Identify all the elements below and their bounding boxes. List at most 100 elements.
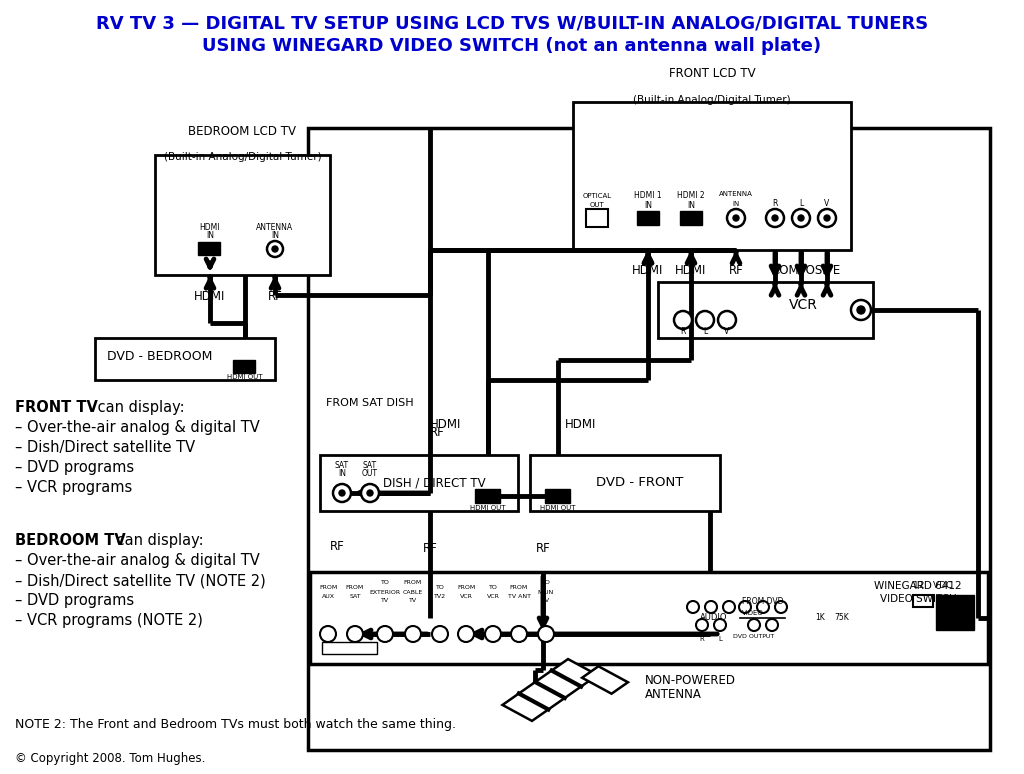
Text: OPTICAL: OPTICAL (583, 193, 611, 199)
Circle shape (674, 311, 692, 329)
Circle shape (696, 619, 708, 631)
Text: TV ANT: TV ANT (508, 594, 530, 599)
Text: FROM: FROM (457, 585, 475, 590)
Text: NON-POWERED: NON-POWERED (645, 673, 736, 687)
Text: COMPOSITE: COMPOSITE (771, 263, 841, 276)
Circle shape (511, 626, 527, 642)
Circle shape (798, 215, 804, 221)
Text: HDMI OUT: HDMI OUT (227, 374, 263, 380)
Circle shape (432, 626, 449, 642)
Circle shape (772, 215, 778, 221)
Text: VIDEO: VIDEO (742, 610, 764, 616)
Bar (233, 360, 255, 373)
Circle shape (766, 619, 778, 631)
Bar (573, 102, 851, 250)
Circle shape (857, 306, 865, 314)
Text: MAIN: MAIN (538, 590, 554, 594)
Text: RV TV 3 — DIGITAL TV SETUP USING LCD TVS W/BUILT-IN ANALOG/DIGITAL TUNERS: RV TV 3 — DIGITAL TV SETUP USING LCD TVS… (96, 14, 928, 32)
Text: (Built-in Analog/Digital Tumer): (Built-in Analog/Digital Tumer) (164, 152, 322, 162)
Circle shape (485, 626, 501, 642)
Text: 75K: 75K (835, 614, 849, 622)
Circle shape (748, 619, 760, 631)
Text: L: L (718, 636, 722, 642)
Text: RF: RF (330, 540, 345, 553)
Text: BEDROOM TV: BEDROOM TV (15, 533, 126, 548)
Polygon shape (582, 666, 628, 694)
Circle shape (766, 209, 784, 227)
Bar (913, 595, 933, 607)
Text: – DVD programs: – DVD programs (15, 460, 134, 475)
Text: IN: IN (644, 200, 652, 210)
Text: can display:: can display: (112, 533, 204, 548)
Text: DVD OUTPUT: DVD OUTPUT (733, 633, 774, 639)
Text: RF: RF (536, 542, 550, 554)
Text: – Over-the-air analog & digital TV: – Over-the-air analog & digital TV (15, 553, 260, 568)
Circle shape (377, 626, 393, 642)
Text: IN: IN (206, 231, 214, 239)
Circle shape (792, 209, 810, 227)
Circle shape (458, 626, 474, 642)
Text: ANTENNA: ANTENNA (256, 222, 294, 231)
Text: RF: RF (430, 426, 444, 439)
Text: 1K: 1K (815, 614, 825, 622)
Bar (680, 211, 702, 225)
Text: TV: TV (409, 598, 417, 604)
Text: 12   VDC: 12 VDC (913, 581, 952, 591)
Text: TV: TV (542, 598, 550, 604)
Circle shape (824, 215, 830, 221)
Circle shape (367, 490, 373, 496)
Text: HDMI: HDMI (195, 290, 225, 303)
Circle shape (718, 311, 736, 329)
Text: HDMI 2: HDMI 2 (677, 191, 705, 200)
Bar (530, 455, 720, 511)
Text: FROM SAT DISH: FROM SAT DISH (326, 398, 414, 408)
Text: AUX: AUX (322, 594, 335, 599)
Bar (637, 211, 659, 225)
Circle shape (714, 619, 726, 631)
Text: WINEGARD 6412: WINEGARD 6412 (874, 581, 962, 591)
Text: R: R (772, 200, 777, 208)
Text: ANTENNA: ANTENNA (645, 689, 701, 701)
Text: VCR: VCR (460, 594, 472, 599)
Circle shape (705, 601, 717, 613)
Bar (658, 282, 873, 338)
Circle shape (339, 490, 345, 496)
Bar (475, 489, 500, 503)
Text: DISH / DIRECT TV: DISH / DIRECT TV (383, 477, 485, 489)
Text: TO: TO (381, 580, 389, 585)
Bar (308, 128, 990, 750)
Circle shape (538, 626, 554, 642)
Text: HDMI: HDMI (200, 222, 220, 231)
Text: OUT: OUT (362, 470, 378, 478)
Bar (155, 155, 330, 275)
Text: IN: IN (687, 200, 695, 210)
Text: RF: RF (267, 290, 283, 303)
Text: VCR: VCR (788, 298, 817, 312)
Text: CABLE: CABLE (402, 590, 423, 594)
Text: L: L (702, 327, 708, 335)
Text: FROM: FROM (403, 580, 422, 585)
Text: RF: RF (423, 542, 437, 554)
Circle shape (406, 626, 421, 642)
Text: IN: IN (732, 201, 739, 207)
Circle shape (757, 601, 769, 613)
Text: HDMI: HDMI (675, 263, 707, 276)
Text: IN: IN (271, 231, 279, 241)
Text: RF: RF (729, 263, 743, 276)
Text: AUDIO: AUDIO (700, 614, 727, 622)
Text: FROM: FROM (318, 585, 337, 590)
Text: BEDROOM LCD TV: BEDROOM LCD TV (188, 125, 297, 138)
Text: DVD - BEDROOM: DVD - BEDROOM (108, 351, 213, 364)
Text: © Copyright 2008. Tom Hughes.: © Copyright 2008. Tom Hughes. (15, 752, 206, 765)
Polygon shape (503, 659, 598, 721)
Bar (310, 572, 988, 664)
Text: R: R (699, 636, 705, 642)
Text: TV: TV (381, 598, 389, 604)
Bar (319, 455, 518, 511)
Circle shape (775, 601, 787, 613)
Circle shape (696, 311, 714, 329)
Circle shape (733, 215, 739, 221)
Bar (308, 440, 990, 668)
Text: – Dish/Direct satellite TV (NOTE 2): – Dish/Direct satellite TV (NOTE 2) (15, 573, 266, 588)
Text: NOTE 2: The Front and Bedroom TVs must both watch the same thing.: NOTE 2: The Front and Bedroom TVs must b… (15, 718, 456, 731)
